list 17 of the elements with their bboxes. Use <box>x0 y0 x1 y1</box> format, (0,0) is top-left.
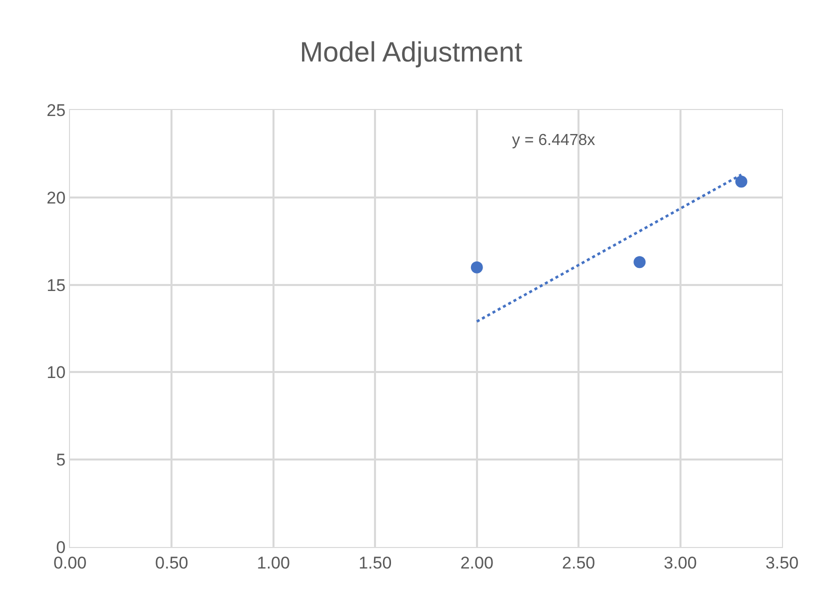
x-tick-label: 3.00 <box>664 553 697 572</box>
chart-title: Model Adjustment <box>300 36 522 68</box>
point <box>470 261 483 274</box>
y-tick-label: 10 <box>46 363 66 382</box>
y-tick-label: 25 <box>46 100 66 120</box>
y-tick-label: 5 <box>56 450 66 470</box>
x-tick-label: 2.00 <box>460 553 494 572</box>
x-tick-label: 2.50 <box>562 553 596 572</box>
x-tick-label: 1.00 <box>256 553 290 572</box>
point <box>634 256 646 268</box>
y-tick-label: 15 <box>46 276 66 295</box>
annotation: y = 6.4478x <box>512 132 596 149</box>
y-tick-label: 20 <box>46 188 66 208</box>
point <box>735 176 748 188</box>
x-tick-label: 1.50 <box>358 553 392 572</box>
x-tick-label: 0.50 <box>155 553 188 572</box>
x-tick-label: 3.50 <box>765 553 799 572</box>
